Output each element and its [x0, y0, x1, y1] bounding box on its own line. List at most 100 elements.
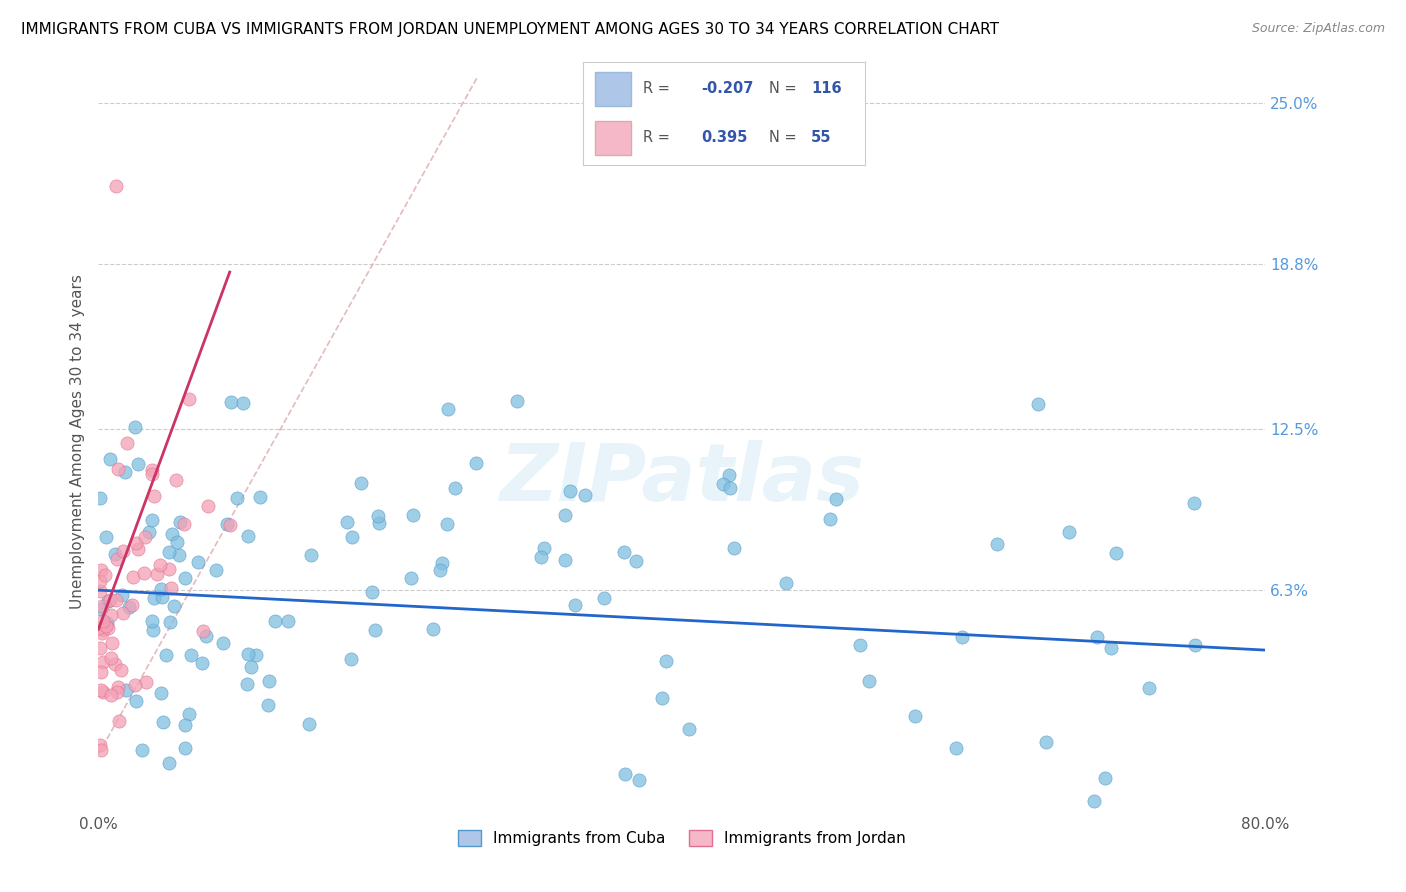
Point	[429, 563, 451, 577]
Point	[367, 516, 389, 530]
Point	[257, 674, 280, 689]
Point	[174, 717, 197, 731]
Point	[96, 616, 118, 631]
Point	[350, 476, 373, 491]
Point	[364, 623, 387, 637]
Point	[115, 436, 138, 450]
Text: 0.395: 0.395	[702, 130, 748, 145]
Point	[110, 663, 132, 677]
Point	[264, 615, 287, 629]
Point	[723, 541, 745, 555]
Point	[240, 659, 263, 673]
Point	[127, 457, 149, 471]
Point	[277, 614, 299, 628]
Point	[614, 767, 637, 781]
Text: N =: N =	[769, 130, 797, 145]
Point	[340, 530, 363, 544]
Point	[104, 548, 127, 562]
Point	[149, 558, 172, 572]
Point	[1182, 496, 1205, 510]
Point	[155, 648, 177, 663]
Point	[219, 395, 242, 409]
Point	[238, 529, 260, 543]
Point	[157, 562, 180, 576]
Point	[131, 743, 153, 757]
Point	[187, 555, 209, 569]
Point	[245, 648, 267, 663]
Point	[97, 594, 120, 608]
Point	[149, 685, 172, 699]
Point	[124, 420, 146, 434]
Point	[100, 636, 122, 650]
Point	[904, 708, 927, 723]
Point	[112, 606, 135, 620]
Point	[249, 490, 271, 504]
Point	[191, 657, 214, 671]
Point	[299, 549, 322, 563]
Point	[157, 544, 180, 558]
Point	[226, 491, 249, 505]
Point	[91, 623, 114, 637]
Point	[100, 607, 122, 622]
Point	[402, 508, 425, 522]
Point	[367, 509, 389, 524]
Point	[90, 602, 112, 616]
Point	[115, 683, 138, 698]
Point	[173, 516, 195, 531]
Point	[100, 651, 122, 665]
Point	[465, 456, 488, 470]
Point	[90, 683, 112, 698]
Point	[340, 652, 363, 666]
Point	[177, 392, 200, 406]
Point	[135, 674, 157, 689]
Point	[98, 452, 121, 467]
Point	[1099, 640, 1122, 655]
Point	[134, 531, 156, 545]
Point	[212, 636, 235, 650]
Point	[1105, 546, 1128, 560]
Point	[124, 678, 146, 692]
Point	[1026, 397, 1049, 411]
Point	[90, 743, 112, 757]
Point	[143, 591, 166, 605]
Point	[125, 536, 148, 550]
Point	[91, 599, 114, 614]
Point	[217, 516, 239, 531]
FancyBboxPatch shape	[595, 71, 631, 105]
Text: Source: ZipAtlas.com: Source: ZipAtlas.com	[1251, 22, 1385, 36]
Point	[236, 647, 259, 661]
Point	[824, 491, 846, 506]
Point	[950, 630, 973, 644]
Point	[232, 396, 254, 410]
Point	[89, 584, 111, 599]
Point	[612, 545, 634, 559]
Point	[554, 508, 576, 522]
Text: 55: 55	[811, 130, 832, 145]
Point	[678, 722, 700, 736]
Point	[718, 481, 741, 495]
Point	[574, 488, 596, 502]
Point	[90, 665, 112, 680]
Text: IMMIGRANTS FROM CUBA VS IMMIGRANTS FROM JORDAN UNEMPLOYMENT AMONG AGES 30 TO 34 : IMMIGRANTS FROM CUBA VS IMMIGRANTS FROM …	[21, 22, 1000, 37]
Point	[112, 544, 135, 558]
Point	[257, 698, 280, 713]
Point	[651, 690, 673, 705]
Point	[169, 515, 191, 529]
Point	[775, 575, 797, 590]
Point	[558, 483, 581, 498]
Point	[152, 714, 174, 729]
Point	[97, 621, 120, 635]
Point	[105, 684, 128, 698]
Point	[114, 466, 136, 480]
Text: -0.207: -0.207	[702, 81, 754, 96]
Point	[146, 566, 169, 581]
Point	[87, 621, 110, 635]
Point	[1035, 735, 1057, 749]
Point	[89, 574, 111, 588]
Text: N =: N =	[769, 81, 797, 96]
Text: ZIPatlas: ZIPatlas	[499, 440, 865, 517]
Point	[437, 402, 460, 417]
Point	[91, 684, 114, 698]
Point	[94, 568, 117, 582]
Point	[624, 554, 647, 568]
